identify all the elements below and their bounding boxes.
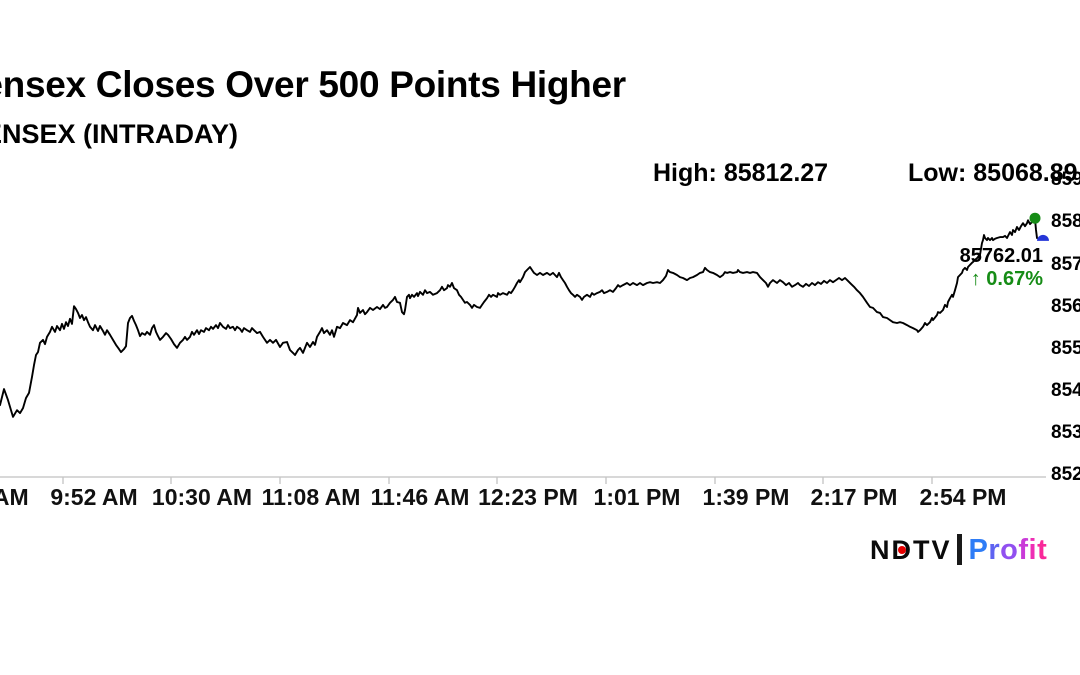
y-axis-tick-label: 85400 [1051,379,1080,401]
y-axis-tick-label: 85800 [1051,211,1080,233]
ndtv-letter-n: N [870,535,892,565]
profit-letter: P [968,534,989,566]
chart-title: SENSEX (INTRADAY) [0,119,239,149]
ndtv-red-dot-icon [897,546,906,554]
change-percent-value: 0.67% [986,268,1043,290]
last-price-callout: 85762.01 ↑ 0.67% [860,246,1043,290]
logo-separator [956,534,962,565]
x-axis-tick-label: 9:14 AM [0,484,29,510]
y-axis-tick-label: 85200 [1051,464,1080,485]
price-line [0,218,1038,418]
x-axis-tick-label: 1:39 PM [702,484,790,510]
close-marker-icon [1037,234,1049,241]
y-axis-tick-label: 85900 [1051,169,1080,191]
x-axis-tick-label: 9:52 AM [50,484,138,510]
x-axis-tick-label: 2:54 PM [919,484,1007,510]
profit-letter: o [1000,534,1019,566]
x-axis-tick-label: 1:01 PM [593,484,681,510]
y-axis-tick-label: 85500 [1051,337,1080,359]
last-price-value: 85762.01 [959,245,1043,267]
ndtv-wordmark: NDTV [870,535,952,565]
profit-letter: f [1018,534,1029,566]
ndtv-profit-logo: NDTV Profit [870,534,1047,565]
profit-letter: r [988,534,1001,566]
ndtv-letters-tv: TV [913,535,952,565]
profit-wordmark: Profit [969,535,1048,565]
up-arrow-icon: ↑ [970,268,981,290]
high-point-marker-icon [1029,212,1041,224]
x-axis-tick-label: 12:23 PM [478,484,578,510]
x-axis-tick-label: 2:17 PM [810,484,898,510]
profit-letter: t [1037,534,1048,566]
x-axis-tick-label: 11:46 AM [370,484,470,510]
x-axis-tick-label: 10:30 AM [151,484,253,510]
day-low-value: Low: 85068.89 [908,159,1078,187]
y-axis-tick-label: 85300 [1051,421,1080,443]
y-axis-tick-label: 85700 [1051,253,1080,275]
day-high-value: High: 85812.27 [653,159,829,187]
change-percent: ↑ 0.67% [860,269,1043,290]
y-axis-tick-label: 85600 [1051,295,1080,317]
profit-letter: i [1028,534,1038,566]
page-title: Sensex Closes Over 500 Points Higher [0,64,626,105]
ndtv-letter-d: D [892,535,914,565]
x-axis-tick-label: 11:08 AM [261,484,361,510]
